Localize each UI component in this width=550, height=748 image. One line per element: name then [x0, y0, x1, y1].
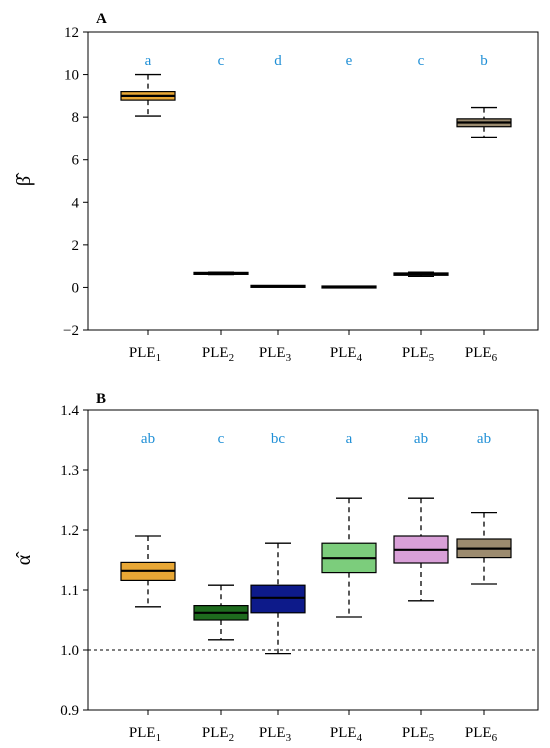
y-tick-label: 1.3 — [60, 463, 79, 479]
x-tick-label: PLE2 — [202, 725, 234, 744]
group-letter: c — [418, 53, 425, 69]
y-tick-label: 2 — [72, 238, 80, 254]
x-tick-label-subscript: 2 — [229, 352, 235, 364]
x-tick-label: PLE6 — [465, 345, 498, 364]
x-tick-label-subscript: 6 — [492, 352, 498, 364]
x-tick-label: PLE2 — [202, 345, 234, 364]
x-tick-label-subscript: 4 — [357, 352, 363, 364]
x-tick-label-subscript: 5 — [429, 732, 435, 744]
y-tick-label: 1.0 — [60, 643, 79, 659]
box-2 — [193, 271, 249, 276]
x-tick-label-subscript: 4 — [357, 732, 363, 744]
box-1 — [120, 535, 176, 608]
x-tick-label: PLE4 — [330, 345, 363, 364]
x-tick-label-base: PLE — [129, 345, 156, 361]
group-letter: d — [274, 53, 282, 69]
y-tick-label: 8 — [72, 110, 80, 126]
box-5 — [393, 271, 449, 278]
box-4 — [321, 285, 377, 289]
x-tick-label-base: PLE — [402, 345, 429, 361]
x-tick-label-base: PLE — [330, 345, 357, 361]
box-1 — [120, 73, 176, 117]
box-5 — [393, 497, 449, 602]
x-tick-label-subscript: 5 — [429, 352, 435, 364]
group-letter: c — [218, 53, 225, 69]
box-3 — [250, 542, 306, 655]
x-tick-label: PLE5 — [402, 345, 435, 364]
plot-frame — [87, 31, 539, 331]
group-letter: ab — [477, 431, 491, 447]
group-letter: bc — [271, 431, 286, 447]
x-tick-label-base: PLE — [129, 725, 156, 741]
x-tick-label: PLE4 — [330, 725, 363, 744]
x-tick-label-base: PLE — [259, 725, 286, 741]
y-tick-label: 1.4 — [60, 403, 79, 419]
x-tick-label-base: PLE — [465, 345, 492, 361]
x-tick-label: PLE3 — [259, 725, 292, 744]
x-tick-label-subscript: 2 — [229, 732, 235, 744]
group-letter: ab — [414, 431, 428, 447]
group-letter: a — [145, 53, 152, 69]
y-tick-label: 6 — [72, 153, 80, 169]
panel-letter: B — [96, 391, 106, 407]
y-tick-label: 1.2 — [60, 523, 79, 539]
x-tick-label-subscript: 3 — [286, 732, 292, 744]
panel-a: A−2024681012β̂aPLE1cPLE2dPLE3ePLE4cPLE5b… — [13, 11, 539, 364]
plot-frame — [87, 409, 539, 711]
y-tick-label: 12 — [64, 25, 79, 41]
x-tick-label-base: PLE — [465, 725, 492, 741]
group-letter: b — [480, 53, 488, 69]
box-6 — [456, 106, 512, 139]
x-tick-label-base: PLE — [330, 725, 357, 741]
y-axis-label: β̂ — [13, 172, 35, 186]
box-2 — [193, 584, 249, 641]
y-tick-label: 10 — [64, 68, 79, 84]
y-tick-label: 0 — [72, 280, 80, 296]
x-tick-label: PLE6 — [465, 725, 498, 744]
x-tick-label-subscript: 1 — [156, 352, 162, 364]
x-tick-label-base: PLE — [202, 725, 229, 741]
x-tick-label-base: PLE — [402, 725, 429, 741]
group-letter: e — [346, 53, 353, 69]
x-tick-label: PLE1 — [129, 725, 161, 744]
box-body — [250, 584, 306, 614]
x-tick-label: PLE1 — [129, 345, 161, 364]
group-letter: ab — [141, 431, 155, 447]
box-4 — [321, 497, 377, 618]
group-letter: a — [346, 431, 353, 447]
x-tick-label: PLE3 — [259, 345, 292, 364]
y-tick-label: 0.9 — [60, 703, 79, 719]
x-tick-label-base: PLE — [202, 345, 229, 361]
group-letter: c — [218, 431, 225, 447]
x-tick-label-base: PLE — [259, 345, 286, 361]
x-tick-label: PLE5 — [402, 725, 435, 744]
panel-letter: A — [96, 11, 107, 27]
y-tick-label: 4 — [72, 195, 80, 211]
y-axis-label: α̂ — [13, 551, 35, 565]
box-6 — [456, 511, 512, 585]
x-tick-label-subscript: 6 — [492, 732, 498, 744]
box-3 — [250, 284, 306, 288]
y-tick-label: 1.1 — [60, 583, 79, 599]
y-tick-label: −2 — [63, 323, 79, 339]
x-tick-label-subscript: 1 — [156, 732, 162, 744]
x-tick-label-subscript: 3 — [286, 352, 292, 364]
panel-b: B0.91.01.11.21.31.4α̂abPLE1cPLE2bcPLE3aP… — [13, 391, 539, 744]
